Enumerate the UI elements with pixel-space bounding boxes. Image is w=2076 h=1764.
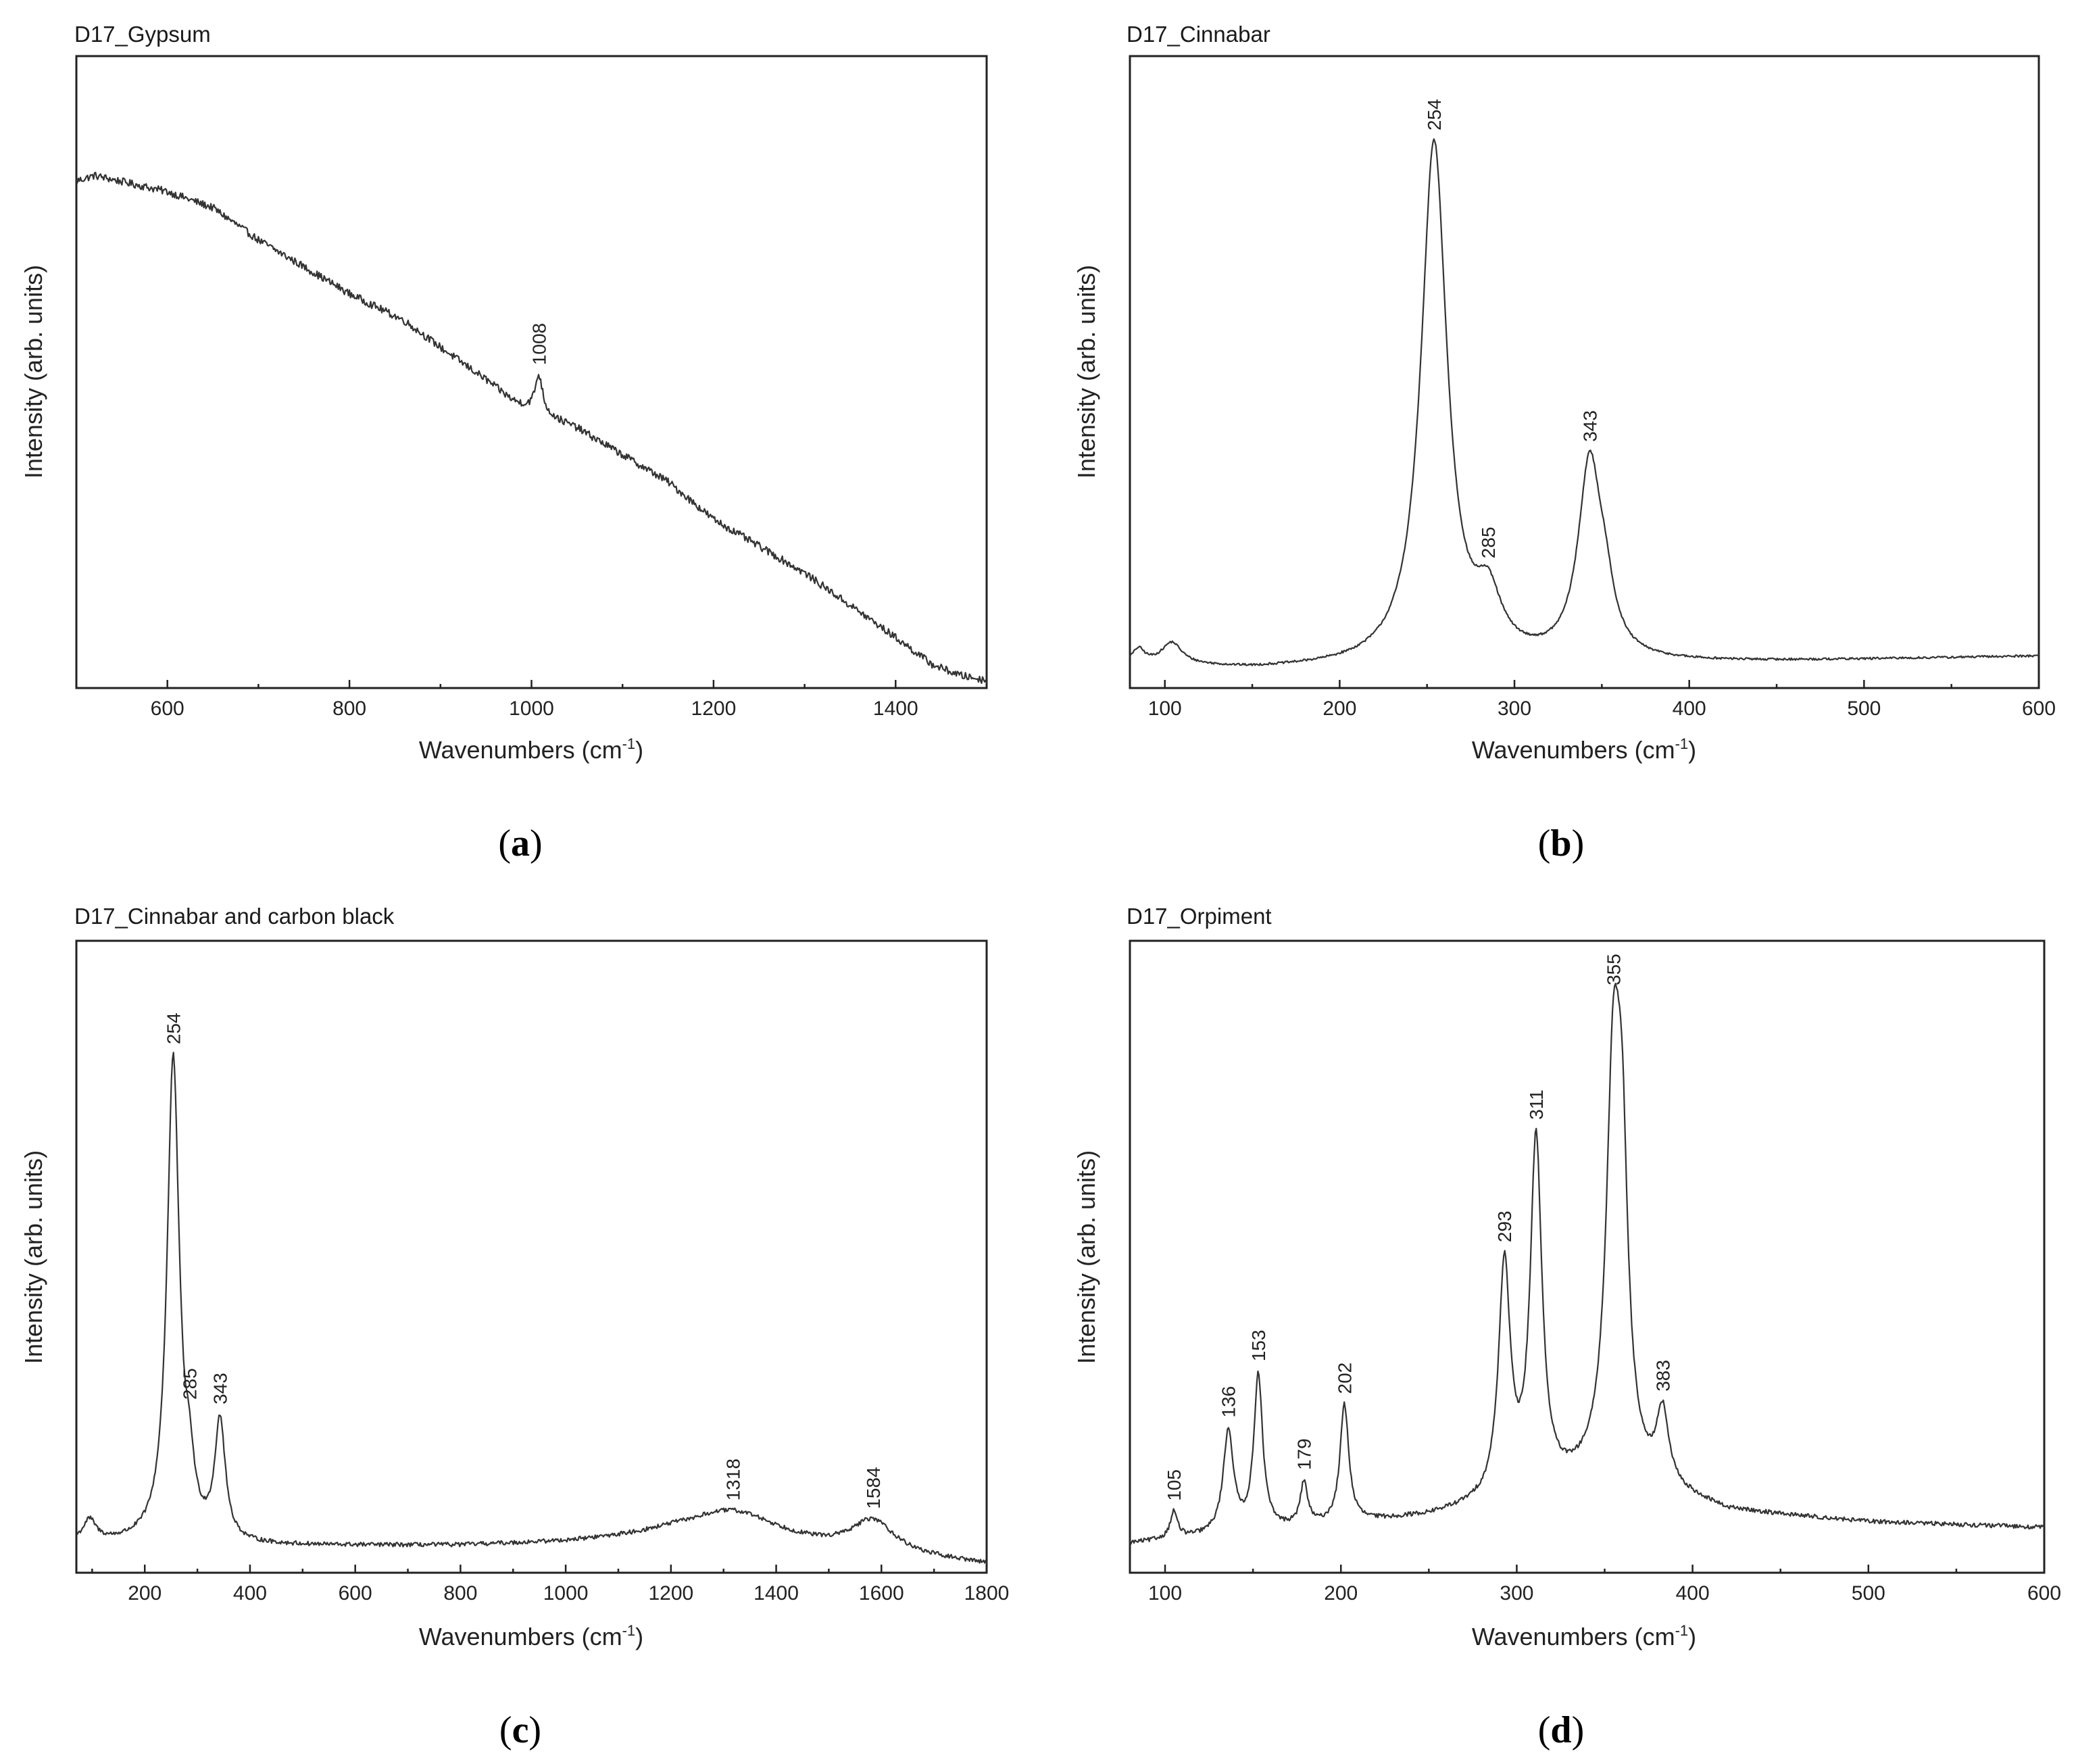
x-tick-label: 800 bbox=[332, 697, 366, 720]
peak-label: 153 bbox=[1248, 1330, 1269, 1362]
peak-labels: 105 136 153 179 202 293 311 355 383 bbox=[1164, 954, 1673, 1501]
panel-cinnabar: D17_Cinnabar 100 200 300 400 500 600 254 285 34… bbox=[1072, 22, 2056, 864]
x-tick-label: 1200 bbox=[691, 697, 737, 720]
x-axis-ticks: 600 800 1000 1200 1400 bbox=[75, 680, 988, 720]
x-tick-label: 100 bbox=[1148, 1582, 1182, 1604]
panel-caption: (a) bbox=[498, 823, 542, 864]
y-axis-label: Intensity (arb. units) bbox=[20, 1150, 47, 1364]
x-axis-label: Wavenumbers (cm-1) bbox=[419, 735, 643, 764]
peak-label: 1584 bbox=[863, 1467, 884, 1509]
x-tick-label: 300 bbox=[1500, 1582, 1533, 1604]
x-tick-label: 400 bbox=[233, 1582, 267, 1604]
panel-title: D17_Cinnabar bbox=[1127, 22, 1270, 47]
x-tick-label: 600 bbox=[151, 697, 184, 720]
y-axis-label: Intensity (arb. units) bbox=[1072, 1150, 1100, 1364]
peak-label: 383 bbox=[1652, 1360, 1673, 1392]
panel-caption: (b) bbox=[1538, 823, 1584, 864]
peak-labels: 254 285 343 bbox=[1424, 99, 1600, 558]
plot-frame bbox=[75, 939, 988, 1574]
peak-label: 254 bbox=[1424, 99, 1445, 130]
x-tick-label: 200 bbox=[128, 1582, 162, 1604]
peak-label: 311 bbox=[1526, 1089, 1547, 1120]
peak-label: 293 bbox=[1494, 1210, 1515, 1242]
y-axis-label: Intensity (arb. units) bbox=[20, 265, 47, 479]
peak-label: 285 bbox=[1478, 526, 1499, 558]
x-tick-label: 600 bbox=[2027, 1582, 2061, 1604]
x-axis-label: Wavenumbers (cm-1) bbox=[1472, 735, 1696, 764]
spectrum-line bbox=[1129, 138, 2039, 666]
x-axis-ticks: 100 200 300 400 500 600 bbox=[1148, 680, 2056, 720]
x-tick-label: 1800 bbox=[964, 1582, 1010, 1604]
peak-label: 343 bbox=[1579, 410, 1600, 442]
plot-frame bbox=[1129, 939, 2046, 1574]
x-tick-label: 200 bbox=[1323, 697, 1356, 720]
x-axis-label: Wavenumbers (cm-1) bbox=[419, 1622, 643, 1650]
peak-label: 254 bbox=[163, 1012, 184, 1044]
x-tick-label: 1400 bbox=[753, 1582, 799, 1604]
peak-label: 179 bbox=[1294, 1438, 1315, 1470]
panel-title: D17_Orpiment bbox=[1127, 904, 1272, 929]
x-tick-label: 600 bbox=[339, 1582, 372, 1604]
x-tick-label: 300 bbox=[1498, 697, 1531, 720]
plot-frame bbox=[1129, 55, 2040, 689]
peak-labels: 1008 bbox=[528, 323, 549, 365]
x-tick-label: 200 bbox=[1324, 1582, 1358, 1604]
panel-orpiment: D17_Orpiment 100 200 300 400 500 600 105 136 15… bbox=[1072, 904, 2061, 1751]
peak-label: 1008 bbox=[528, 323, 549, 365]
panel-title: D17_Cinnabar and carbon black bbox=[74, 904, 395, 929]
x-tick-label: 800 bbox=[443, 1582, 477, 1604]
spectrum-line bbox=[1129, 983, 2045, 1545]
x-tick-label: 1200 bbox=[648, 1582, 693, 1604]
x-axis-ticks: 200 400 600 800 1000 1200 1400 1600 1800 bbox=[91, 1565, 1010, 1604]
spectrum-line bbox=[75, 172, 988, 685]
panel-caption: (c) bbox=[499, 1709, 541, 1751]
x-tick-label: 500 bbox=[1852, 1582, 1885, 1604]
x-axis-ticks: 100 200 300 400 500 600 bbox=[1148, 1565, 2061, 1604]
x-tick-label: 1000 bbox=[543, 1582, 589, 1604]
panel-title: D17_Gypsum bbox=[74, 22, 211, 47]
peak-label: 285 bbox=[179, 1368, 200, 1400]
x-tick-label: 1400 bbox=[873, 697, 918, 720]
panel-caption: (d) bbox=[1538, 1709, 1584, 1751]
peak-label: 202 bbox=[1334, 1363, 1355, 1394]
peak-label: 1318 bbox=[723, 1459, 744, 1500]
x-tick-label: 1600 bbox=[859, 1582, 904, 1604]
panel-cinnabar-carbon-black: D17_Cinnabar and carbon black 200 400 600 8… bbox=[20, 904, 1009, 1751]
y-axis-label: Intensity (arb. units) bbox=[1072, 265, 1100, 479]
x-tick-label: 400 bbox=[1676, 1582, 1710, 1604]
x-tick-label: 1000 bbox=[509, 697, 554, 720]
x-tick-label: 400 bbox=[1673, 697, 1706, 720]
peak-label: 136 bbox=[1218, 1386, 1239, 1418]
x-axis-label: Wavenumbers (cm-1) bbox=[1472, 1622, 1696, 1650]
panel-gypsum: D17_Gypsum 600 800 1000 1200 1400 1008 Waven… bbox=[20, 22, 988, 864]
peak-label: 343 bbox=[210, 1373, 231, 1404]
x-tick-label: 500 bbox=[1847, 697, 1881, 720]
spectrum-line bbox=[76, 1052, 988, 1564]
peak-label: 355 bbox=[1604, 954, 1625, 985]
peak-label: 105 bbox=[1164, 1469, 1185, 1501]
x-tick-label: 600 bbox=[2022, 697, 2056, 720]
peak-labels: 254 285 343 1318 1584 bbox=[163, 1012, 884, 1509]
plot-frame bbox=[75, 55, 988, 689]
x-tick-label: 100 bbox=[1148, 697, 1182, 720]
